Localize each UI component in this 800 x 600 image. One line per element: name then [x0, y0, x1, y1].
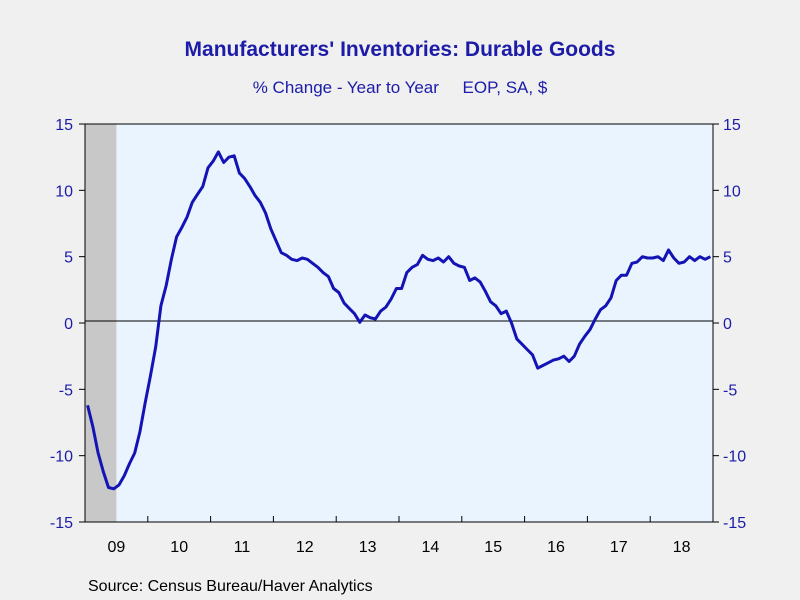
left-tick-label: 5	[64, 250, 73, 267]
plot-border	[84, 123, 714, 523]
left-tick-label: -15	[50, 515, 73, 532]
left-tick-label: 10	[55, 183, 73, 200]
series-line	[86, 150, 712, 491]
right-tick-label: -10	[723, 449, 746, 466]
chart-subtitle: % Change - Year to Year EOP, SA, $	[252, 78, 548, 97]
x-tick-label: 16	[547, 539, 565, 556]
x-tick-label: 17	[610, 539, 628, 556]
plot-area	[84, 123, 714, 523]
x-axis: 09 10 11 12 13 14 15 16 17 18	[84, 516, 714, 556]
x-tick-label: 09	[108, 539, 126, 556]
x-tick-label: 13	[359, 539, 377, 556]
recession-band	[85, 124, 117, 522]
right-tick-label: 10	[723, 183, 741, 200]
left-tick-label: -5	[59, 382, 73, 399]
x-tick-label: 18	[673, 539, 691, 556]
right-tick-label: -15	[723, 515, 746, 532]
left-tick-label: 15	[55, 117, 73, 134]
source-note: Source: Census Bureau/Haver Analytics	[88, 578, 373, 595]
x-tick-label: 12	[296, 539, 314, 556]
right-tick-label: 15	[723, 117, 741, 134]
left-axis: 15 10 5 0 -5 -10 -15	[50, 117, 85, 532]
x-tick-label: 15	[484, 539, 502, 556]
left-tick-label: 0	[64, 316, 73, 333]
left-tick-label: -10	[50, 449, 73, 466]
right-tick-label: 5	[723, 250, 732, 267]
right-tick-label: 0	[723, 316, 732, 333]
recession-shading	[85, 124, 117, 522]
right-axis: 15 10 5 0 -5 -10 -15	[713, 117, 746, 532]
x-tick-label: 14	[422, 539, 440, 556]
x-tick-label: 10	[170, 539, 188, 556]
chart-title: Manufacturers' Inventories: Durable Good…	[184, 38, 616, 61]
right-tick-label: -5	[723, 382, 737, 399]
x-tick-label: 11	[234, 539, 251, 556]
